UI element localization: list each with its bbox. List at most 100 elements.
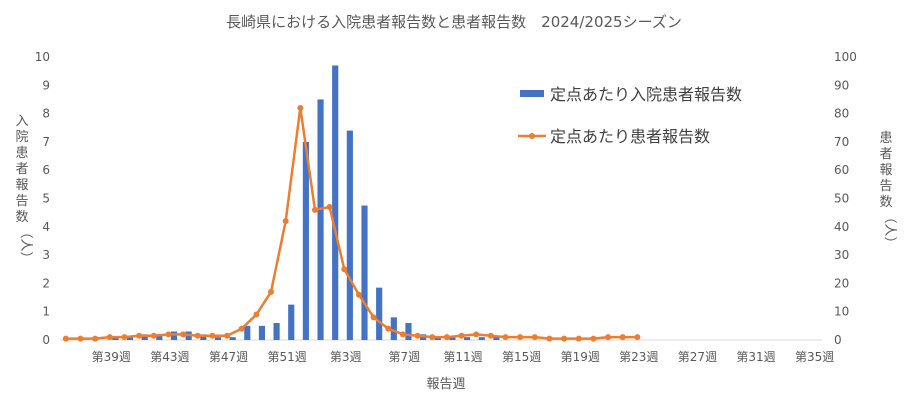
line-point [297, 104, 304, 111]
left-axis-title-part: （人） [18, 225, 33, 264]
line-point [590, 335, 597, 342]
x-tick-label: 第7週 [389, 350, 421, 364]
right-tick-label: 10 [834, 305, 849, 319]
line-point [209, 332, 216, 339]
bar [170, 331, 178, 340]
line-point [121, 334, 128, 341]
bar [112, 337, 119, 340]
x-tick-label: 第11週 [443, 350, 482, 364]
left-axis-title-part: 報 [15, 178, 28, 193]
x-tick-label: 第51週 [267, 350, 306, 364]
bar [449, 337, 456, 340]
line-point [546, 335, 553, 342]
bar [317, 99, 324, 340]
line-point [487, 332, 494, 339]
bar [405, 323, 412, 340]
bar [200, 334, 207, 340]
line-point [62, 335, 69, 342]
x-tick-label: 第35週 [795, 350, 834, 364]
line-point [531, 334, 538, 341]
line-point [253, 311, 260, 318]
right-axis-title-part: 報 [879, 163, 892, 178]
line-point [443, 334, 450, 341]
line-point [473, 331, 480, 338]
right-tick-label: 30 [834, 248, 849, 262]
left-tick-label: 7 [42, 135, 50, 149]
line-point [414, 332, 421, 339]
chart-title: 長崎県における入院患者報告数と患者報告数 2024/2025シーズン [226, 13, 682, 31]
x-tick-label: 第27週 [678, 350, 717, 364]
bar [302, 141, 309, 340]
legend-bar-swatch [520, 90, 544, 97]
line-series [62, 104, 641, 342]
legend-bar-label: 定点あたり入院患者報告数 [550, 85, 742, 104]
bar [361, 205, 368, 340]
line-point [165, 331, 172, 338]
bar [258, 325, 266, 340]
line-point [194, 332, 201, 339]
bar [493, 337, 500, 340]
right-tick-label: 80 [834, 107, 849, 121]
line-point [268, 288, 275, 295]
bar [156, 334, 163, 340]
right-axis-ticks: 0 10 20 30 40 50 60 70 80 90 100 [834, 50, 857, 347]
x-tick-label: 第47週 [209, 350, 248, 364]
bar [434, 337, 441, 340]
x-tick-label: 第23週 [619, 350, 658, 364]
left-tick-label: 4 [42, 220, 50, 234]
line-point [619, 334, 626, 341]
left-axis-title-part: 入 [15, 114, 28, 129]
bar [376, 287, 383, 340]
left-axis-title-part: 数 [15, 210, 28, 225]
line-point [575, 335, 582, 342]
line-point [341, 266, 348, 273]
line-point [502, 334, 509, 341]
right-axis-title-part: （人） [882, 210, 897, 249]
bar [126, 337, 134, 340]
left-tick-label: 9 [42, 78, 50, 92]
bar [288, 304, 295, 340]
left-axis-title-part: 患 [15, 146, 28, 161]
line-point [92, 335, 99, 342]
left-tick-label: 8 [42, 107, 50, 121]
line-point [311, 206, 318, 213]
bar [346, 130, 353, 340]
right-axis-title: 患者報告数（人） [879, 131, 897, 250]
left-axis-ticks: 0 1 2 3 4 5 6 7 8 9 10 [35, 50, 50, 347]
bar [464, 337, 471, 340]
line-point [634, 334, 641, 341]
right-tick-label: 50 [834, 192, 849, 206]
legend: 定点あたり入院患者報告数 定点あたり患者報告数 [518, 85, 742, 146]
right-tick-label: 40 [834, 220, 849, 234]
line-point [370, 314, 377, 321]
bar [478, 337, 485, 340]
line-point [561, 335, 568, 342]
bar [332, 65, 339, 341]
bar [244, 325, 251, 340]
line-point [106, 334, 113, 341]
left-tick-label: 0 [42, 333, 50, 347]
line-point [180, 331, 187, 338]
right-tick-label: 70 [834, 135, 849, 149]
x-tick-label: 第3週 [330, 350, 362, 364]
left-tick-label: 2 [42, 276, 50, 290]
x-tick-label: 第31週 [736, 350, 775, 364]
line-point [224, 332, 231, 339]
line-point [605, 334, 612, 341]
left-axis-title: 入院患者報告数（人） [15, 114, 33, 265]
left-axis-title-part: 告 [15, 194, 28, 209]
right-tick-label: 90 [834, 78, 849, 92]
right-axis-title-part: 患 [879, 131, 892, 146]
right-tick-label: 0 [834, 333, 842, 347]
x-tick-label: 第19週 [561, 350, 600, 364]
line-point [399, 331, 406, 338]
legend-line-label: 定点あたり患者報告数 [550, 127, 710, 146]
line-point [385, 325, 392, 332]
line-point [238, 325, 245, 332]
x-tick-label: 第43週 [150, 350, 189, 364]
legend-line-marker [529, 133, 535, 139]
bar [390, 317, 397, 340]
line-point [77, 335, 84, 342]
